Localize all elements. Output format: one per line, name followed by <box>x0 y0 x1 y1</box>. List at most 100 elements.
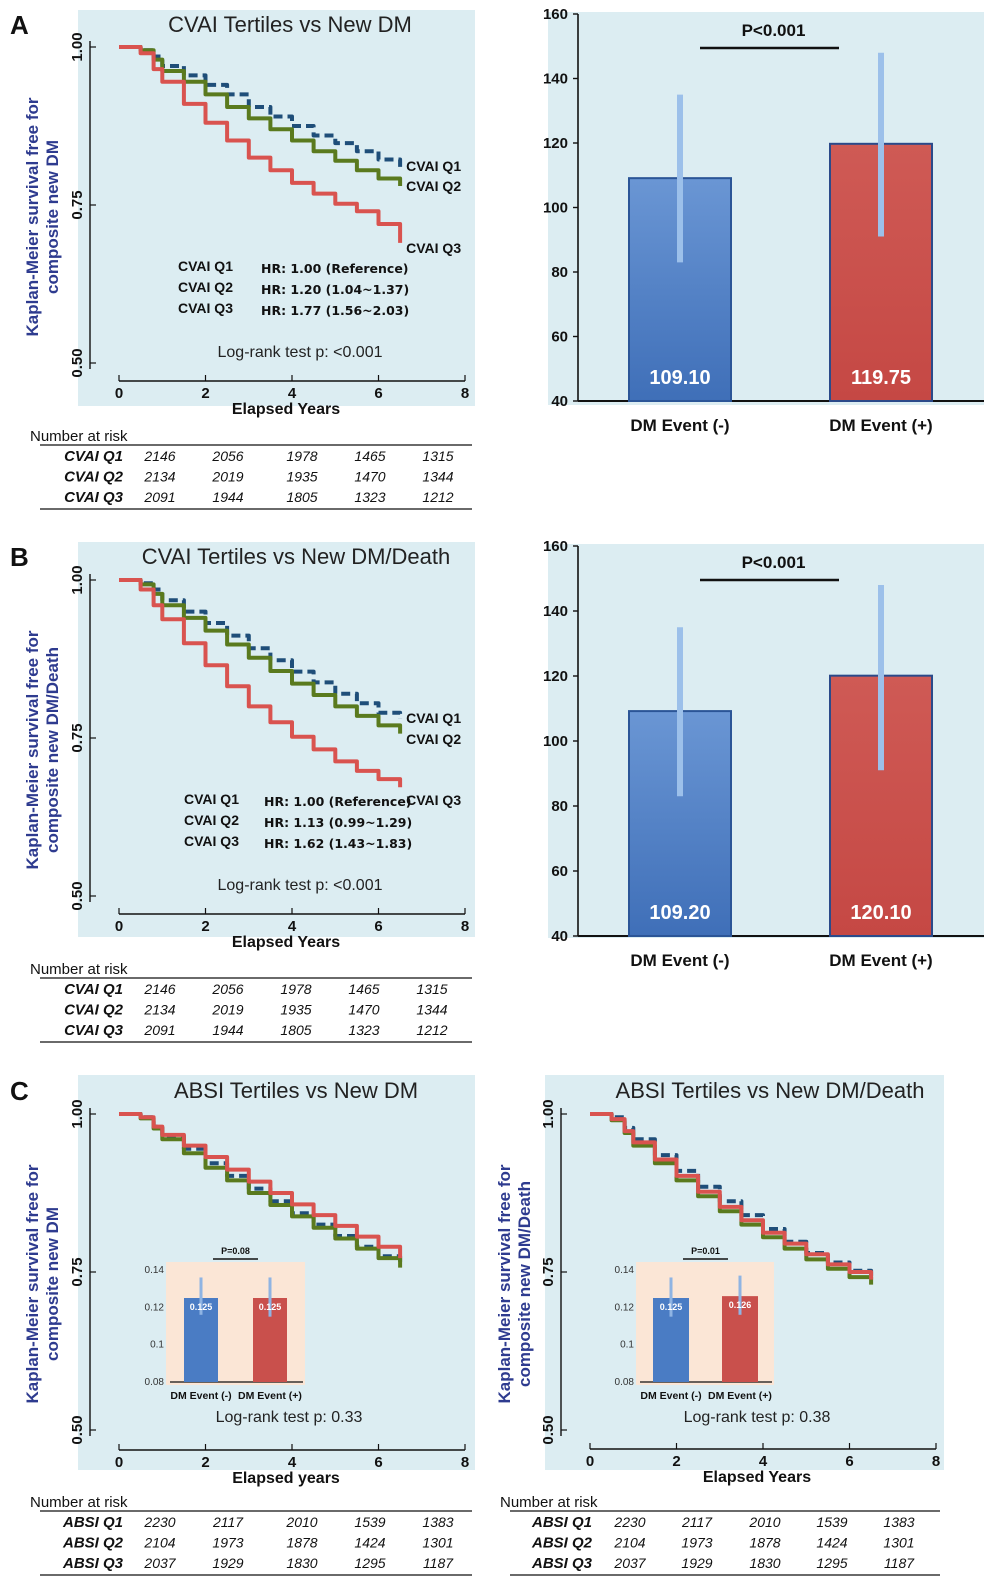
risk-count: 1301 <box>883 1535 914 1551</box>
bar-value-label: 109.20 <box>649 902 710 924</box>
y-tick-label: 0.50 <box>69 881 86 910</box>
p-value-annotation: P<0.001 <box>742 21 806 40</box>
x-tick-label: 4 <box>288 918 297 935</box>
risk-count: 1301 <box>422 1535 453 1551</box>
risk-count: 1929 <box>681 1555 712 1571</box>
risk-group-label: CVAI Q2 <box>64 469 124 486</box>
inset-bar-chart: 0.08 0.1 0.12 0.14 0.125 DM Event (-) 0.125 DM … <box>145 1246 305 1402</box>
bar-category-label: DM Event (+) <box>829 416 932 435</box>
inset-value-label: 0.126 <box>729 1300 752 1310</box>
inset-value-label: 0.125 <box>190 1302 213 1312</box>
p-value-annotation: P<0.001 <box>742 553 806 572</box>
risk-count: 1978 <box>280 981 311 997</box>
y-tick-label: 0.75 <box>69 1257 86 1286</box>
risk-count: 2037 <box>143 1555 176 1571</box>
x-tick-label: 6 <box>374 385 382 402</box>
risk-count: 2104 <box>613 1535 645 1551</box>
y-tick-label: 0.50 <box>540 1415 557 1444</box>
inset-value-label: 0.125 <box>660 1302 683 1312</box>
bar-y-tick-label: 100 <box>543 733 568 750</box>
y-axis-label: Kaplan-Meier survival free forcomposite … <box>495 1164 534 1403</box>
risk-count: 1805 <box>286 489 317 505</box>
inset-category-label: DM Event (+) <box>238 1390 302 1402</box>
series-end-label: CVAI Q3 <box>406 240 461 256</box>
x-tick-label: 8 <box>932 1453 940 1470</box>
risk-count: 2037 <box>613 1555 646 1571</box>
chart-title: CVAI Tertiles vs New DM <box>168 12 412 37</box>
risk-count: 2056 <box>211 448 243 464</box>
panel-letter-b: B <box>10 542 29 572</box>
series-line-absi-q3 <box>119 1112 403 1259</box>
hr-group-label: CVAI Q3 <box>178 300 233 316</box>
risk-count: 2019 <box>211 1002 243 1018</box>
risk-count: 1383 <box>883 1514 914 1530</box>
inset-y-tick-label: 0.14 <box>145 1265 165 1276</box>
inset-y-tick-label: 0.12 <box>145 1302 165 1313</box>
number-at-risk-table: Number at risk ABSI Q1 2230 2117 2010 1539 138… <box>30 1494 472 1576</box>
hr-value: HR: 1.13 (0.99~1.29) <box>264 815 412 830</box>
risk-count: 1295 <box>354 1555 385 1571</box>
x-tick-label: 2 <box>672 1453 680 1470</box>
risk-count: 1978 <box>286 448 317 464</box>
bar-category-label: DM Event (-) <box>630 416 729 435</box>
inset-p-value: P=0.08 <box>221 1246 250 1256</box>
risk-count: 1973 <box>681 1535 712 1551</box>
inset-y-tick-label: 0.14 <box>615 1265 635 1276</box>
panel-letters: A B C <box>10 10 29 1106</box>
risk-count: 2104 <box>143 1535 175 1551</box>
bar-y-tick-label: 40 <box>551 393 568 410</box>
km-panel-b-km: CVAI Tertiles vs New DM/Death 0 2 4 6 8 Elapse… <box>23 542 475 1043</box>
x-tick-label: 4 <box>288 1454 297 1471</box>
risk-group-label: CVAI Q1 <box>64 981 123 998</box>
x-axis-label: Elapsed Years <box>232 401 340 418</box>
number-at-risk-label: Number at risk <box>500 1494 598 1511</box>
panel-letter-a: A <box>10 10 29 40</box>
risk-count: 2056 <box>211 981 243 997</box>
x-tick-label: 0 <box>115 1454 123 1471</box>
y-tick-label: 1.00 <box>540 1099 557 1128</box>
hr-group-label: CVAI Q3 <box>184 833 239 849</box>
bar-panel-b-bar: 40 60 80 100 120 140 160 109.20 DM Event (-) 120.… <box>543 538 984 970</box>
panel-letter-c: C <box>10 1076 29 1106</box>
number-at-risk-table: Number at risk ABSI Q1 2230 2117 2010 1539 138… <box>500 1494 940 1576</box>
bar-value-label: 119.75 <box>851 367 911 389</box>
y-tick-label: 0.75 <box>540 1257 557 1286</box>
y-tick-label: 0.75 <box>69 190 86 219</box>
plot-background <box>78 542 475 937</box>
risk-count: 1323 <box>348 1022 379 1038</box>
risk-count: 1470 <box>354 469 385 485</box>
risk-group-label: CVAI Q2 <box>64 1002 124 1019</box>
x-tick-label: 0 <box>586 1453 594 1470</box>
x-tick-label: 0 <box>115 918 123 935</box>
risk-count: 1935 <box>280 1002 311 1018</box>
series-line-cvai-q3 <box>119 45 403 243</box>
risk-count: 1935 <box>286 469 317 485</box>
bar-y-tick-label: 140 <box>543 71 568 88</box>
hr-value: HR: 1.00 (Reference) <box>261 261 409 276</box>
risk-group-label: ABSI Q2 <box>531 1535 593 1552</box>
hr-group-label: CVAI Q1 <box>184 791 239 807</box>
bar-y-tick-label: 80 <box>551 798 568 815</box>
x-tick-label: 8 <box>461 385 469 402</box>
y-axis-label: Kaplan-Meier survival free forcomposite … <box>23 97 62 336</box>
inset-category-label: DM Event (+) <box>708 1390 772 1402</box>
km-panel-c2-km: ABSI Tertiles vs New DM/Death 0 2 4 6 8 Elapse… <box>495 1075 944 1576</box>
risk-count: 2117 <box>212 1514 244 1530</box>
hr-group-label: CVAI Q2 <box>184 812 239 828</box>
risk-count: 1424 <box>816 1535 847 1551</box>
inset-y-tick-label: 0.08 <box>615 1377 635 1388</box>
bar-y-tick-label: 100 <box>543 200 568 217</box>
hr-group-label: CVAI Q2 <box>178 279 233 295</box>
risk-count: 1212 <box>416 1022 447 1038</box>
bar-value-label: 109.10 <box>649 367 710 389</box>
risk-count: 1344 <box>422 469 453 485</box>
x-tick-label: 2 <box>201 385 209 402</box>
risk-count: 1465 <box>354 448 385 464</box>
chart-title: ABSI Tertiles vs New DM/Death <box>616 1078 925 1103</box>
series-line-cvai-q3 <box>119 578 403 788</box>
y-tick-label: 0.75 <box>69 723 86 752</box>
risk-count: 1315 <box>422 448 453 464</box>
x-tick-label: 6 <box>845 1453 853 1470</box>
risk-count: 2091 <box>143 1022 175 1038</box>
